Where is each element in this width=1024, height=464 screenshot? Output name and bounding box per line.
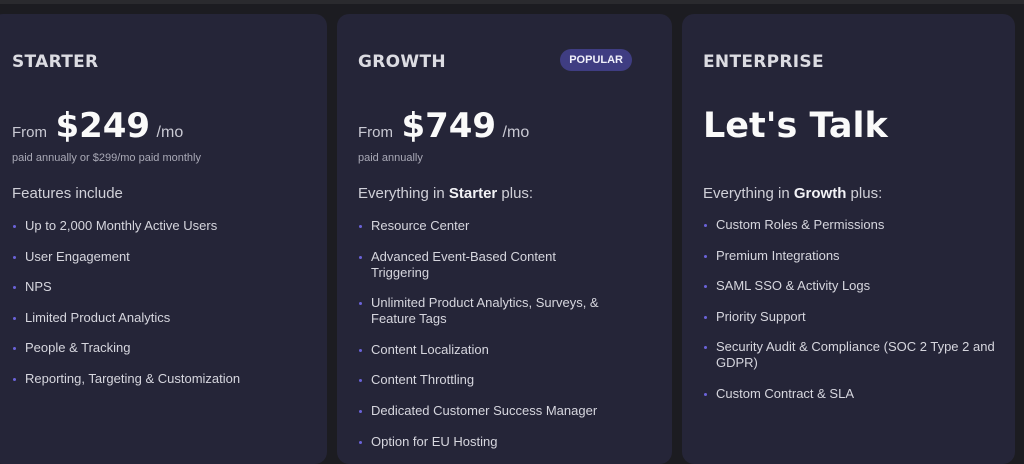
plan-card-starter: STARTER From $249 /mo paid annually or $… [0, 14, 327, 464]
feature-item: Custom Contract & SLA [703, 386, 998, 402]
price-amount: $249 [55, 106, 151, 146]
price-period: /mo [502, 124, 530, 141]
top-bar [0, 0, 1024, 4]
feature-item: Up to 2,000 Monthly Active Users [12, 218, 307, 234]
feature-list: Resource Center Advanced Event-Based Con… [358, 218, 608, 464]
feature-item: Option for EU Hosting [358, 434, 608, 450]
feature-item: Content Localization [358, 342, 608, 358]
popular-badge: POPULAR [560, 49, 632, 71]
feature-item: SAML SSO & Activity Logs [703, 278, 998, 294]
feature-item: NPS [12, 279, 307, 295]
price-period: /mo [156, 124, 184, 141]
price-prefix: From [12, 124, 47, 141]
feature-item: Advanced Event-Based Content Triggering [358, 249, 608, 281]
intro-plan-name: Growth [793, 185, 847, 202]
feature-item: Limited Product Analytics [12, 310, 307, 326]
feature-item: Unlimited Product Analytics, Surveys, & … [358, 295, 608, 327]
intro-text: Everything in [358, 185, 449, 202]
intro-text: plus: [497, 185, 534, 202]
billing-note: paid annually or $299/mo paid monthly [12, 152, 201, 164]
plan-price: From $249 /mo [12, 106, 183, 146]
features-intro: Features include [12, 185, 123, 202]
feature-item: Content Throttling [358, 372, 608, 388]
feature-item: People & Tracking [12, 340, 307, 356]
plan-title: GROWTH [358, 52, 446, 72]
plan-price: From $749 /mo [358, 106, 529, 146]
plan-title: STARTER [12, 52, 99, 72]
features-intro: Everything in Starter plus: [358, 185, 533, 202]
price-prefix: From [358, 124, 393, 141]
feature-list: Up to 2,000 Monthly Active Users User En… [12, 218, 307, 402]
feature-item: Resource Center [358, 218, 608, 234]
plan-headline: Let's Talk [703, 106, 888, 146]
feature-item: Priority Support [703, 309, 998, 325]
feature-item: Custom Roles & Permissions [703, 217, 998, 233]
feature-item: User Engagement [12, 249, 307, 265]
intro-text: plus: [846, 185, 883, 202]
price-amount: $749 [401, 106, 497, 146]
feature-item: Reporting, Targeting & Customization [12, 371, 307, 387]
feature-item: Premium Integrations [703, 248, 998, 264]
intro-text: Everything in [703, 185, 794, 202]
billing-note: paid annually [358, 152, 423, 164]
feature-item: Dedicated Customer Success Manager [358, 403, 608, 419]
feature-item: Security Audit & Compliance (SOC 2 Type … [703, 339, 998, 371]
feature-list: Custom Roles & Permissions Premium Integ… [703, 217, 998, 417]
features-intro: Everything in Growth plus: [703, 185, 882, 202]
intro-plan-name: Starter [448, 185, 498, 202]
plan-title: ENTERPRISE [703, 52, 824, 72]
plan-card-enterprise: ENTERPRISE Let's Talk Everything in Grow… [682, 14, 1015, 464]
plan-card-growth: GROWTH POPULAR From $749 /mo paid annual… [337, 14, 672, 464]
